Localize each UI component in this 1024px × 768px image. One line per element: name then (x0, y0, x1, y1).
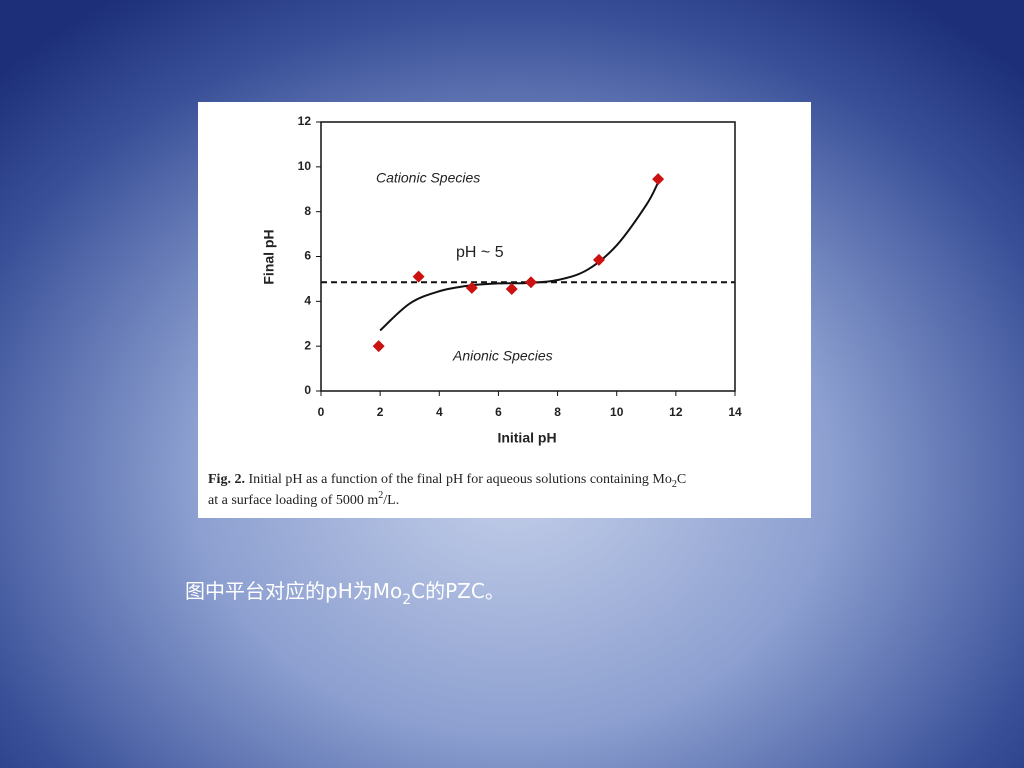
data-point (524, 276, 537, 289)
caption-label: Fig. 2. (208, 472, 245, 487)
y-tick-label: 6 (304, 249, 311, 263)
figure-panel (198, 102, 811, 518)
y-tick-label: 10 (298, 159, 312, 173)
x-tick-label: 4 (436, 405, 443, 419)
x-tick-label: 14 (728, 405, 742, 419)
slide-text-part: C的PZC。 (411, 579, 505, 603)
annotation: Cationic Species (376, 170, 480, 186)
caption-text: /L. (383, 493, 399, 508)
caption-line: Fig. 2. Initial pH as a function of the … (208, 472, 686, 490)
data-point (652, 173, 665, 186)
x-tick-label: 2 (377, 405, 384, 419)
caption-text: at a surface loading of 5000 m (208, 493, 378, 508)
slide-text-sub: 2 (402, 592, 411, 608)
data-point (465, 281, 478, 294)
data-point (505, 283, 518, 296)
slide-text-part: 图中平台对应的pH为Mo (185, 579, 402, 603)
slide-text: 图中平台对应的pH为Mo2C的PZC。 (185, 579, 505, 608)
annotation: pH ~ 5 (456, 244, 504, 261)
caption-sub: 2 (672, 479, 677, 490)
annotation: Anionic Species (452, 348, 553, 364)
data-point (412, 270, 425, 283)
caption-sup: 2 (378, 490, 383, 501)
x-tick-label: 8 (554, 405, 561, 419)
x-tick-label: 6 (495, 405, 502, 419)
y-axis-label: Final pH (261, 229, 277, 284)
caption-line: at a surface loading of 5000 m2/L. (208, 490, 399, 508)
data-point (592, 253, 605, 266)
x-tick-label: 0 (318, 405, 325, 419)
y-tick-label: 2 (304, 338, 311, 352)
caption-text: C (677, 472, 686, 487)
data-point (372, 340, 385, 353)
x-axis-label: Initial pH (497, 430, 556, 446)
y-tick-label: 12 (298, 114, 312, 128)
y-tick-label: 0 (304, 383, 311, 397)
x-tick-label: 10 (610, 405, 624, 419)
caption-text: Initial pH as a function of the final pH… (248, 472, 671, 487)
x-tick-label: 12 (669, 405, 683, 419)
y-tick-label: 4 (304, 294, 311, 308)
y-tick-label: 8 (304, 204, 311, 218)
